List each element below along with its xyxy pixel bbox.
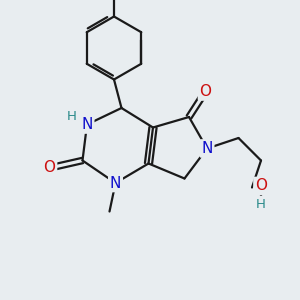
Text: O: O [200,84,211,99]
Text: N: N [110,176,121,190]
Text: O: O [44,160,56,175]
Text: N: N [81,117,93,132]
Text: H: H [256,197,266,211]
Text: N: N [201,141,213,156]
Text: O: O [255,178,267,194]
Text: H: H [67,110,77,123]
